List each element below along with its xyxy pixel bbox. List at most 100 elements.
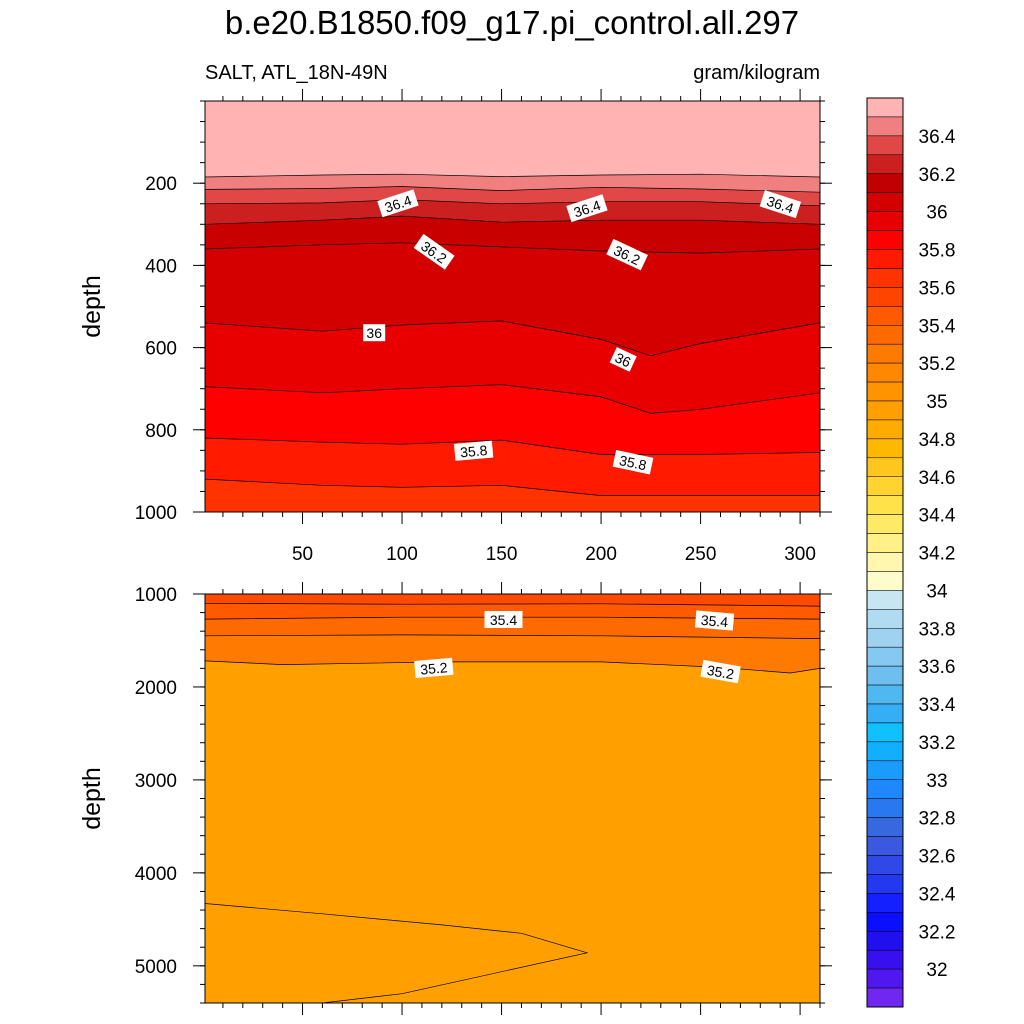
colorbar-label: 34.4 xyxy=(919,506,956,527)
colorbar-swatch xyxy=(866,912,904,932)
colorbar-label: 32.4 xyxy=(919,884,956,905)
colorbar-swatch xyxy=(866,760,904,780)
contour-label: 35.8 xyxy=(453,440,494,461)
contour-label-text: 36 xyxy=(613,349,634,370)
colorbar-swatch xyxy=(866,438,904,459)
variable-region-label: SALT, ATL_18N-49N xyxy=(205,62,388,84)
contour-label: 35.4 xyxy=(484,611,523,628)
colorbar-label: 32.2 xyxy=(919,922,956,943)
colorbar-swatch xyxy=(866,703,904,724)
contour-label: 35.2 xyxy=(700,659,741,684)
colorbar-frame xyxy=(866,97,904,1008)
colorbar-swatch xyxy=(866,836,904,856)
y-tick-label: 600 xyxy=(145,339,177,360)
colorbar-swatch xyxy=(866,590,904,610)
contour-label-text: 35.4 xyxy=(490,612,517,628)
colorbar-label: 34 xyxy=(926,581,948,602)
band-35.5 xyxy=(205,594,820,607)
contour-label-text: 35.2 xyxy=(420,659,449,677)
y-tick-label: 2000 xyxy=(135,678,177,699)
contour-label: 35.4 xyxy=(694,610,735,631)
contour-line-35.3 xyxy=(205,634,820,639)
colorbar-swatch xyxy=(866,684,904,705)
colorbar-swatch xyxy=(866,381,904,402)
colorbar-swatch xyxy=(866,116,904,137)
colorbar-swatch xyxy=(866,931,904,951)
contour-line-35.8 xyxy=(205,437,820,455)
colorbar-swatch xyxy=(866,343,904,364)
colorbar-swatch xyxy=(866,874,904,894)
colorbar-label: 33.6 xyxy=(919,657,956,678)
colorbar-swatch xyxy=(866,628,904,648)
colorbar-swatch xyxy=(866,949,904,970)
panel-upper: 36.4 36.4 36.436.2 36.2363635.835.820040060… xyxy=(78,89,832,565)
contour-line-36.1 xyxy=(205,242,820,254)
contour-label-text: 35.8 xyxy=(459,442,488,460)
colorbar-swatch xyxy=(866,609,904,629)
colorbar-swatch xyxy=(866,817,904,837)
colorbar-swatch xyxy=(866,173,904,193)
colorbar-swatch xyxy=(866,665,904,686)
contour-line-36 xyxy=(205,320,820,357)
colorbar-swatch xyxy=(866,571,904,591)
band-36.5 xyxy=(205,101,820,177)
band-35.1 xyxy=(205,903,588,1003)
y-axis-title: depth xyxy=(78,275,106,338)
colorbar-swatch xyxy=(866,287,904,307)
y-tick-label: 800 xyxy=(145,421,177,442)
colorbar-swatch xyxy=(866,268,904,288)
colorbar-label: 35.2 xyxy=(919,354,956,375)
colorbar-label: 34.6 xyxy=(919,468,956,489)
colorbar-swatch xyxy=(866,154,904,174)
y-tick-label: 1000 xyxy=(135,503,177,524)
colorbar-swatch xyxy=(866,249,904,269)
y-tick-label: 1000 xyxy=(135,585,177,606)
colorbar-swatch xyxy=(866,325,904,345)
contour-label-text: 35.4 xyxy=(700,612,729,630)
x-tick-label: 150 xyxy=(486,544,518,565)
contour-line-35.7 xyxy=(205,478,820,496)
colorbar-swatch xyxy=(866,419,904,440)
colorbar-swatch xyxy=(866,855,904,875)
y-tick-label: 4000 xyxy=(135,864,177,885)
y-tick-label: 200 xyxy=(145,174,177,195)
x-tick-label: 200 xyxy=(585,544,617,565)
contour-label: 36 xyxy=(609,347,637,372)
colorbar-swatch xyxy=(866,135,904,156)
x-tick-label: 300 xyxy=(784,544,816,565)
contour-line-36.3 xyxy=(205,199,820,207)
y-tick-label: 5000 xyxy=(135,957,177,978)
colorbar-label: 32 xyxy=(926,960,947,981)
colorbar-swatch xyxy=(866,476,904,496)
colorbar-swatch xyxy=(866,533,904,553)
y-tick-label: 3000 xyxy=(135,771,177,792)
contour-line-35.5 xyxy=(205,602,820,607)
colorbar-swatch xyxy=(866,722,904,743)
chart-title: b.e20.B1850.f09_g17.pi_control.all.297 xyxy=(224,4,800,41)
colorbar-swatch xyxy=(866,211,904,231)
colorbar: 36.4 36.2 36 35.8 35.6 35.4 35.2 35 34.8 34.6 34.4… xyxy=(866,97,956,1008)
colorbar-swatch xyxy=(866,230,904,250)
contour-line-35.1 xyxy=(205,903,589,1003)
contour-line-36.2 xyxy=(205,215,820,225)
colorbar-swatch xyxy=(866,192,904,212)
contour-label: 35.2 xyxy=(414,657,454,679)
colorbar-swatch xyxy=(866,552,904,572)
colorbar-swatch xyxy=(866,495,904,515)
colorbar-swatch xyxy=(866,798,904,818)
x-tick-label: 100 xyxy=(386,544,418,565)
colorbar-swatch xyxy=(866,362,904,383)
colorbar-label: 35 xyxy=(926,392,947,413)
colorbar-swatch xyxy=(866,514,904,534)
colorbar-swatch xyxy=(866,987,904,1008)
y-tick-label: 400 xyxy=(145,256,177,277)
x-tick-label: 250 xyxy=(685,544,717,565)
colorbar-swatch xyxy=(866,306,904,326)
y-axis-title: depth xyxy=(78,767,106,830)
colorbar-label: 32.6 xyxy=(919,847,956,868)
colorbar-swatch xyxy=(866,646,904,667)
colorbar-swatch xyxy=(866,400,904,421)
contour-line-36.4 xyxy=(205,186,820,193)
contour-line-36.5 xyxy=(205,173,820,178)
